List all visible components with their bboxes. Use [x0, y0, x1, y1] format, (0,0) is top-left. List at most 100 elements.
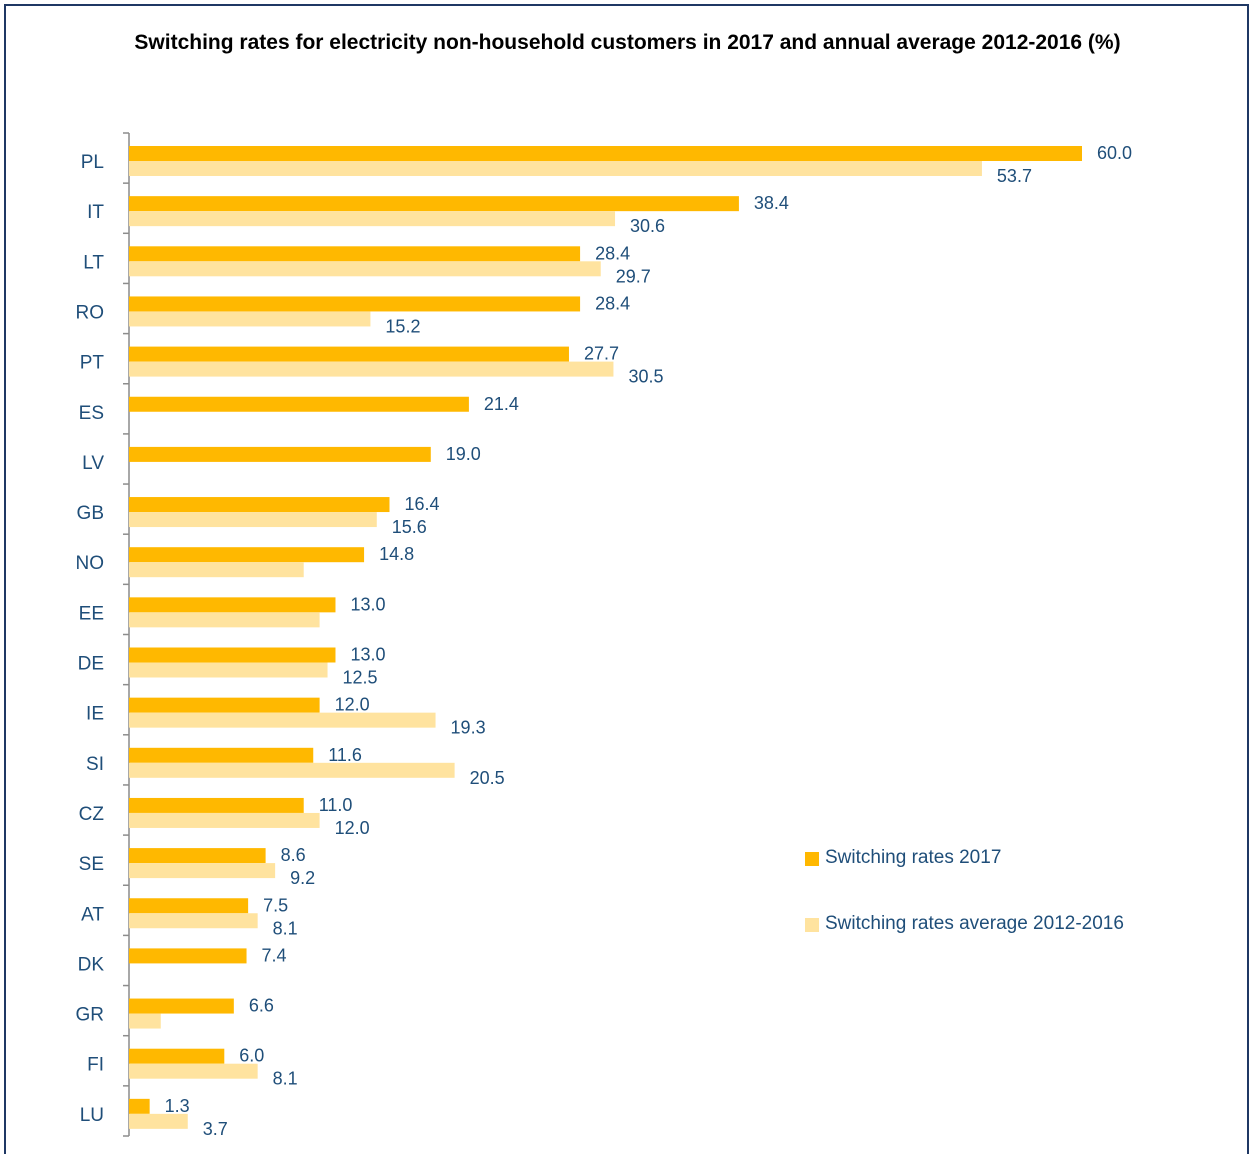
data-label-average-cz: 12.0 — [335, 818, 370, 838]
bar-average-at — [129, 913, 258, 929]
data-label-2017-lv: 19.0 — [446, 444, 481, 464]
bar-average-pl — [129, 161, 982, 176]
legend-item-2017: Switching rates 2017 — [805, 844, 1165, 872]
bar-2017-lt — [129, 246, 581, 262]
bar-2017-dk — [129, 948, 247, 964]
bar-2017-ee — [129, 597, 336, 613]
bar-average-gb — [129, 512, 377, 528]
bar-2017-ro — [129, 296, 581, 312]
data-label-2017-es: 21.4 — [484, 394, 519, 414]
data-label-2017-se: 8.6 — [281, 845, 306, 865]
bar-2017-lv — [129, 446, 431, 462]
data-label-average-it: 30.6 — [630, 216, 665, 236]
bar-2017-it — [129, 196, 739, 212]
bar-average-lt — [129, 261, 601, 277]
bar-average-gr — [129, 1013, 161, 1029]
bar-2017-lu — [129, 1098, 150, 1114]
bar-2017-pt — [129, 346, 569, 362]
bar-2017-ie — [129, 697, 320, 713]
category-label-lu: LU — [80, 1105, 104, 1126]
legend-label-average: Switching rates average 2012-2016 — [825, 913, 1124, 934]
bar-2017-fi — [129, 1048, 225, 1064]
bar-2017-gb — [129, 497, 390, 513]
data-label-average-se: 9.2 — [290, 868, 315, 888]
bar-average-no — [129, 562, 304, 578]
category-label-no: NO — [76, 553, 105, 574]
category-label-at: AT — [81, 904, 104, 925]
legend-item-average: Switching rates average 2012-2016 — [805, 910, 1165, 938]
category-label-lv: LV — [82, 453, 104, 474]
category-label-cz: CZ — [79, 804, 105, 825]
bar-average-ro — [129, 311, 371, 327]
data-label-average-at: 8.1 — [273, 918, 298, 938]
bar-average-pt — [129, 361, 614, 377]
category-label-lt: LT — [83, 252, 104, 273]
bar-average-ee — [129, 612, 320, 628]
bar-average-lu — [129, 1113, 188, 1129]
category-label-es: ES — [79, 403, 104, 424]
data-label-2017-no: 14.8 — [379, 544, 414, 564]
data-label-average-ie: 19.3 — [451, 718, 486, 738]
data-label-2017-pt: 27.7 — [584, 344, 619, 364]
category-label-it: IT — [87, 202, 104, 223]
bar-average-cz — [129, 812, 320, 828]
legend-swatch-2017 — [805, 852, 819, 866]
data-label-2017-at: 7.5 — [263, 895, 288, 915]
data-label-2017-ee: 13.0 — [350, 594, 385, 614]
category-label-si: SI — [86, 754, 104, 775]
data-label-2017-gr: 6.6 — [249, 996, 274, 1016]
bar-2017-no — [129, 547, 365, 563]
data-label-2017-lt: 28.4 — [595, 243, 630, 263]
category-label-pl: PL — [81, 152, 104, 173]
category-label-gb: GB — [77, 503, 104, 524]
data-label-2017-ro: 28.4 — [595, 293, 630, 313]
legend-label-2017: Switching rates 2017 — [825, 847, 1002, 868]
data-label-average-lu: 3.7 — [203, 1119, 228, 1139]
data-label-2017-si: 11.6 — [328, 745, 362, 765]
bar-2017-de — [129, 647, 336, 663]
data-label-2017-de: 13.0 — [350, 645, 385, 665]
category-label-de: DE — [78, 654, 104, 675]
category-label-fi: FI — [87, 1055, 104, 1076]
data-label-average-gb: 15.6 — [392, 517, 427, 537]
data-label-average-ro: 15.2 — [385, 316, 420, 336]
data-label-2017-pl: 60.0 — [1097, 143, 1132, 163]
bar-average-si — [129, 762, 455, 778]
category-label-ee: EE — [79, 603, 104, 624]
bar-2017-es — [129, 396, 469, 412]
category-label-se: SE — [79, 854, 104, 875]
bar-average-ie — [129, 712, 436, 728]
category-label-pt: PT — [80, 353, 105, 374]
bar-average-se — [129, 863, 276, 879]
legend: Switching rates 2017 Switching rates ave… — [805, 844, 1165, 938]
data-label-average-pl: 53.7 — [997, 166, 1032, 186]
chart-title: Switching rates for electricity non-hous… — [134, 31, 1121, 54]
data-label-2017-ie: 12.0 — [335, 695, 370, 715]
data-label-average-lt: 29.7 — [616, 266, 651, 286]
data-label-2017-dk: 7.4 — [262, 945, 287, 965]
bar-2017-cz — [129, 797, 304, 813]
bar-2017-at — [129, 898, 249, 914]
bar-2017-gr — [129, 998, 234, 1014]
category-label-ro: RO — [76, 302, 105, 323]
category-label-ie: IE — [86, 704, 104, 725]
data-label-2017-fi: 6.0 — [239, 1046, 264, 1066]
data-label-average-pt: 30.5 — [628, 367, 663, 387]
bar-2017-pl — [129, 146, 1082, 161]
category-label-dk: DK — [78, 954, 105, 975]
data-label-2017-cz: 11.0 — [319, 795, 353, 815]
bar-average-fi — [129, 1063, 258, 1079]
legend-swatch-average — [805, 918, 819, 932]
bar-2017-si — [129, 747, 314, 763]
category-label-gr: GR — [76, 1005, 105, 1026]
bar-2017-se — [129, 848, 266, 864]
bar-average-it — [129, 211, 616, 227]
data-label-average-de: 12.5 — [343, 668, 378, 688]
bar-average-de — [129, 662, 328, 678]
data-label-2017-gb: 16.4 — [404, 494, 439, 514]
data-label-average-si: 20.5 — [470, 768, 505, 788]
data-label-average-fi: 8.1 — [273, 1069, 298, 1089]
data-label-2017-lu: 1.3 — [165, 1096, 190, 1116]
data-label-2017-it: 38.4 — [754, 193, 789, 213]
